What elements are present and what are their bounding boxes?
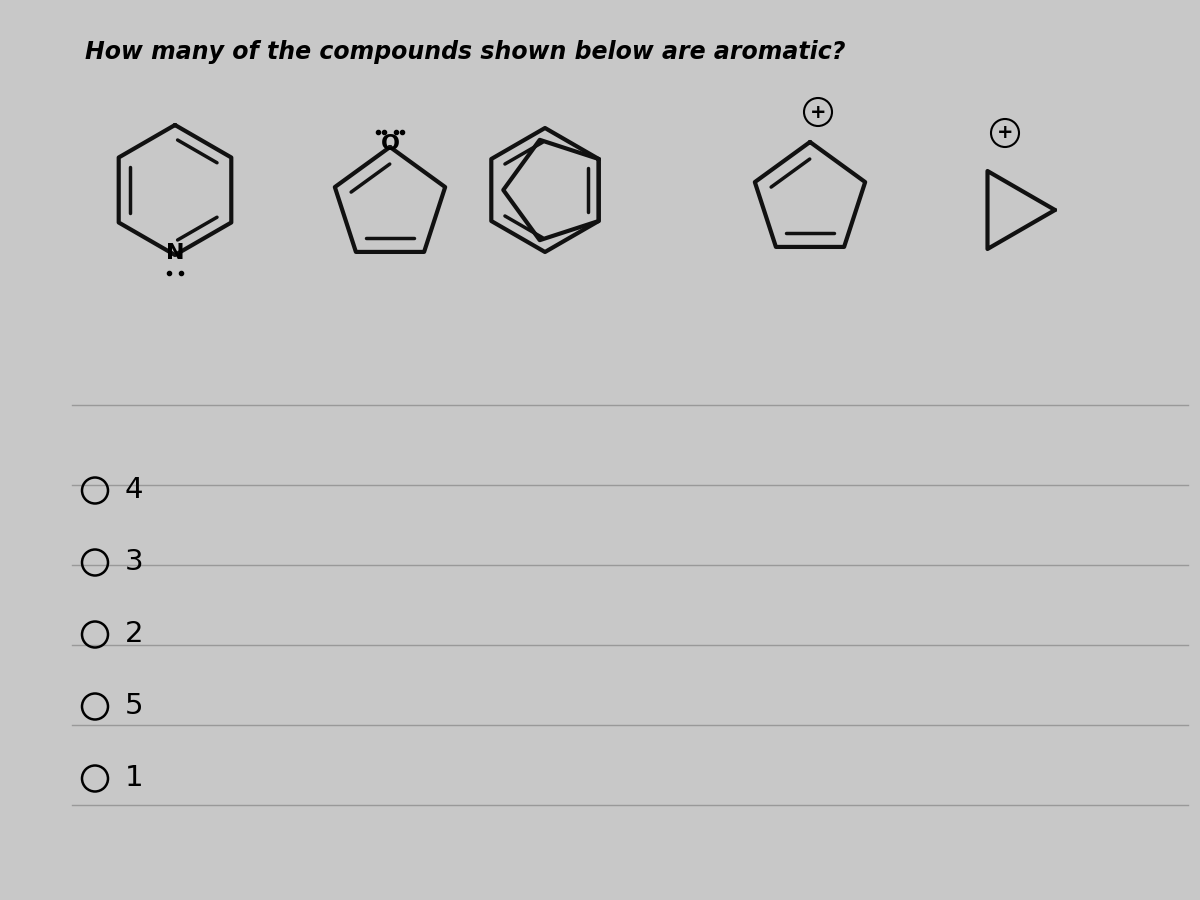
Text: 2: 2	[125, 620, 144, 649]
Text: 3: 3	[125, 548, 144, 577]
Text: N: N	[166, 243, 185, 263]
Text: +: +	[997, 123, 1013, 142]
Text: O: O	[380, 134, 400, 154]
Text: +: +	[810, 103, 827, 122]
Text: 5: 5	[125, 692, 144, 721]
Text: How many of the compounds shown below are aromatic?: How many of the compounds shown below ar…	[85, 40, 846, 64]
Text: 1: 1	[125, 764, 144, 793]
Text: 4: 4	[125, 476, 144, 505]
